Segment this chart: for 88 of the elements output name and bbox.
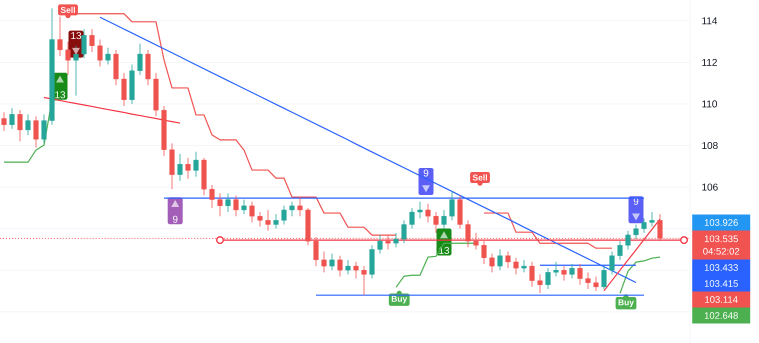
candlestick [641, 218, 647, 234]
candlestick [649, 212, 655, 227]
candlestick [73, 45, 79, 96]
annotation: 9 [424, 169, 428, 177]
candlestick [441, 210, 447, 230]
y-tick-label: 108 [702, 142, 718, 150]
candlestick [401, 220, 407, 244]
candlestick [321, 251, 327, 273]
candlestick [25, 114, 31, 136]
text: 04:52:02 [703, 248, 740, 255]
candlestick [233, 195, 239, 217]
text: 103.926 [704, 219, 738, 226]
candlestick [1, 112, 7, 132]
candlestick [17, 110, 23, 142]
candlestick [489, 253, 495, 273]
candlestick [569, 264, 575, 279]
candlestick [561, 266, 567, 282]
candlestick [337, 255, 343, 277]
candlestick [289, 201, 295, 217]
candlestick [297, 197, 303, 217]
annotation: Sell [472, 174, 487, 181]
y-tick-label: 106 [702, 184, 718, 191]
y-tick-label: 114 [702, 17, 718, 24]
candlestick [553, 262, 559, 277]
candlestick [505, 251, 511, 269]
candlestick [409, 207, 415, 230]
candlestick [273, 214, 279, 230]
candlestick [89, 28, 95, 52]
annotation: 13 [55, 91, 66, 98]
candlestick [625, 230, 631, 250]
candlestick [545, 268, 551, 290]
candlestick [633, 224, 639, 240]
text: 102.648 [704, 312, 738, 319]
candlestick [105, 47, 111, 65]
candlestick [521, 259, 527, 273]
candlestick [601, 266, 607, 290]
candlestick [241, 199, 247, 215]
candlestick [33, 116, 39, 148]
y-tick-label: 110 [702, 100, 718, 108]
candlestick [257, 212, 263, 227]
candlestick [185, 158, 191, 180]
candlestick [417, 201, 423, 219]
ref-line-label: 103.535 [704, 235, 738, 242]
candlestick [65, 41, 71, 76]
candlestick [449, 190, 455, 221]
candlestick [41, 114, 47, 144]
candlestick [537, 274, 543, 294]
candlestick [225, 192, 231, 212]
candlestick [217, 192, 223, 217]
candlestick [513, 257, 519, 275]
candlestick [209, 184, 215, 208]
text: 103.433 [704, 264, 738, 271]
candlestick [177, 153, 183, 182]
candlestick [393, 232, 399, 248]
y-tick-label: 112 [702, 58, 717, 66]
candlestick [609, 251, 615, 275]
text: 103.415 [704, 280, 738, 287]
candlestick [377, 234, 383, 254]
candlestick [193, 151, 199, 178]
candlestick [353, 262, 359, 279]
annotation: Buy [618, 299, 634, 308]
candlestick [481, 240, 487, 264]
candlestick [9, 108, 15, 130]
candlestick [281, 205, 287, 225]
candlestick [81, 28, 87, 59]
annotation: Sell [60, 6, 75, 13]
candlestick [121, 72, 127, 106]
candlestick [265, 210, 271, 232]
candlestick [249, 201, 255, 223]
candlestick [345, 259, 351, 275]
line-series [43, 96, 181, 124]
annotation: Buy [392, 296, 408, 304]
candlestick [433, 212, 439, 234]
candlestick [497, 249, 503, 271]
candlestick [361, 266, 367, 296]
annotation: 9 [172, 216, 178, 223]
candlestick [593, 276, 599, 292]
candlestick [577, 264, 583, 286]
candlestick [329, 253, 335, 271]
candlestick [529, 262, 535, 288]
candlestick [617, 240, 623, 260]
candlestick [137, 43, 143, 76]
line-series [619, 256, 661, 294]
candlestick [425, 203, 431, 223]
candlestick [585, 272, 591, 290]
text: 103.114 [705, 296, 738, 303]
candlestick [97, 39, 103, 67]
annotation: 13 [71, 32, 82, 40]
